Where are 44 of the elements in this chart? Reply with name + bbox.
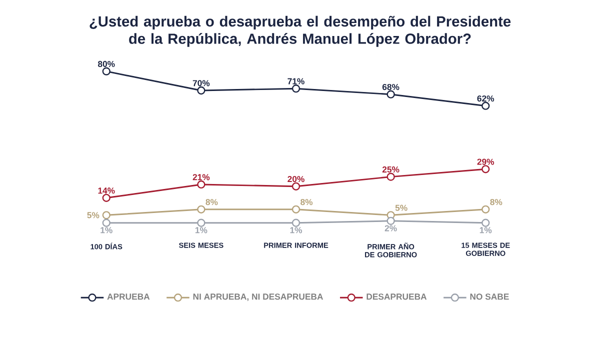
point: [197, 205, 206, 214]
data-label: 14%: [98, 188, 115, 194]
point: [482, 102, 490, 110]
data-label: 71%: [288, 78, 304, 84]
data-label: 62%: [477, 95, 494, 102]
point: [292, 218, 300, 227]
data-label: 1%: [195, 227, 208, 234]
data-label: 8%: [206, 199, 218, 206]
point: [292, 182, 300, 190]
legend-label: NO SABE: [470, 294, 509, 300]
data-label: 20%: [288, 176, 304, 182]
data-label: 29%: [477, 158, 494, 165]
point: [292, 205, 300, 214]
data-label: 68%: [382, 84, 400, 90]
point: [386, 216, 395, 225]
point: [197, 218, 206, 227]
point: [386, 90, 395, 98]
point: [482, 218, 490, 227]
point: [102, 211, 110, 220]
point: [197, 86, 206, 95]
data-label: 5%: [87, 212, 100, 218]
legend-label: APRUEBA: [107, 294, 150, 300]
point: [292, 84, 300, 93]
legend-label: DESAPRUEBA: [366, 294, 427, 300]
data-label: 70%: [192, 80, 210, 86]
point: [102, 194, 110, 202]
point: [102, 67, 110, 76]
data-label: 21%: [192, 174, 210, 180]
legend-label: NI APRUEBA, NI DESAPRUEBA: [193, 294, 324, 301]
data-label: 1%: [100, 227, 112, 234]
data-label: 8%: [300, 199, 313, 206]
data-label: 8%: [490, 199, 502, 206]
chart-title: ¿Usted aprueba o desaprueba el desempeño del Presidente de la República, Andrés Manuel López Obrador?: [90, 16, 511, 47]
data-label: 1%: [480, 227, 492, 234]
data-label: 2%: [384, 225, 397, 232]
point: [102, 218, 110, 227]
data-label: 5%: [395, 204, 408, 211]
data-label: 1%: [290, 227, 302, 234]
data-label: 25%: [382, 166, 400, 173]
point: [197, 180, 206, 189]
point: [482, 205, 490, 214]
point: [386, 172, 395, 181]
point: [482, 165, 490, 174]
data-label: 80%: [98, 60, 115, 68]
